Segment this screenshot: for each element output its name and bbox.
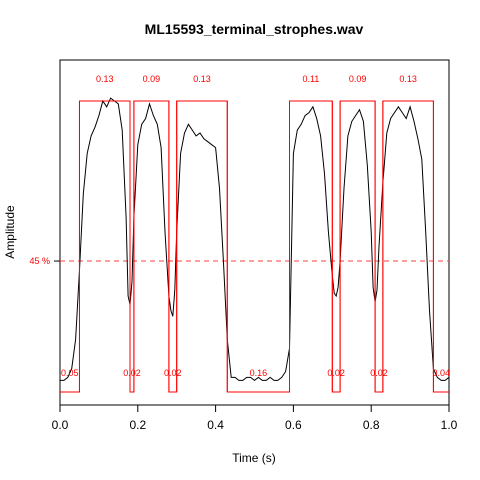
- note-duration-label: 0.13: [96, 74, 114, 84]
- x-tick-label: 0.2: [129, 418, 146, 432]
- segment-label-layer: 0.13 0.09 0.13 0.11 0.09 0.13 0.05 0.02 0.02 0.16…: [61, 74, 450, 378]
- segment-layer: [60, 100, 449, 393]
- envelope-line: [60, 97, 450, 382]
- gap-duration-label: 0.16: [250, 368, 268, 378]
- gap-duration-label: 0.05: [61, 368, 79, 378]
- threshold-layer: 45 %: [29, 256, 449, 266]
- note-duration-label: 0.11: [302, 74, 319, 84]
- x-tick-label: 0.6: [285, 418, 302, 432]
- x-tick-label: 0.0: [52, 418, 69, 432]
- gap-duration-label: 0.02: [164, 368, 182, 378]
- x-tick-label: 0.8: [363, 418, 380, 432]
- chart-title: ML15593_terminal_strophes.wav: [145, 21, 364, 37]
- x-tick-label: 1.0: [441, 418, 458, 432]
- y-axis-label: Amplitude: [3, 205, 17, 259]
- x-tick-label: 0.4: [207, 418, 224, 432]
- note-duration-label: 0.09: [143, 74, 161, 84]
- note-duration-label: 0.13: [399, 74, 417, 84]
- note-duration-label: 0.13: [193, 74, 211, 84]
- gap-duration-label: 0.02: [123, 368, 141, 378]
- note-duration-label: 0.09: [349, 74, 367, 84]
- threshold-label: 45 %: [29, 256, 50, 266]
- x-axis: 0.0 0.2 0.4 0.6 0.8 1.0: [52, 405, 458, 432]
- x-axis-label: Time (s): [232, 451, 276, 465]
- segment-outline: [60, 100, 449, 393]
- gap-duration-label: 0.04: [432, 368, 450, 378]
- envelope-layer: [60, 97, 450, 382]
- plot-frame: [59, 59, 450, 406]
- gap-duration-label: 0.02: [327, 368, 345, 378]
- gap-duration-label: 0.02: [370, 368, 388, 378]
